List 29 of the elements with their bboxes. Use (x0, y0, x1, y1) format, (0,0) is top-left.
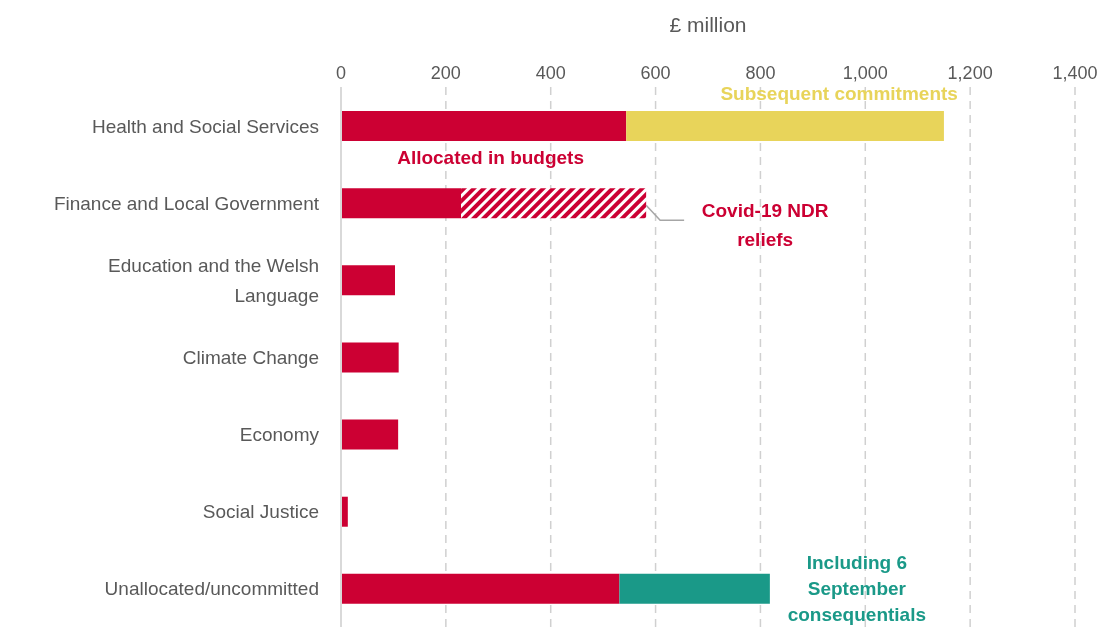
y-tick-label: Climate Change (182, 347, 319, 368)
x-tick-label: 400 (535, 63, 566, 83)
text: Covid-19 NDR reliefs (701, 200, 829, 251)
y-tick-label: Finance and Local Government (53, 192, 320, 214)
bar (341, 111, 627, 141)
x-tick-label: 1,200 (947, 63, 993, 83)
series-label: Allocated in budgets (397, 147, 585, 168)
bar (341, 419, 399, 450)
bar (619, 573, 770, 604)
x-tick-label: 200 (430, 63, 461, 83)
x-tick-label: 600 (640, 63, 671, 83)
y-tick-label: Health and Social Services (91, 115, 319, 137)
series-label: Including 6 September consequentials (787, 551, 927, 625)
x-tick-label: 1,000 (842, 63, 888, 83)
x-tick-label: 800 (745, 63, 776, 83)
y-tick-label: Economy (239, 424, 320, 446)
y-tick-label: Unallocated/uncommitted (104, 578, 319, 600)
bar (341, 573, 620, 604)
x-tick-label: 1,400 (1052, 63, 1098, 83)
y-tick-label: Social Justice (202, 501, 319, 523)
x-tick-label: 0 (335, 63, 347, 83)
bar (341, 342, 399, 373)
series-label: Subsequent commitments (720, 83, 958, 104)
bar (341, 265, 395, 296)
y-tick-label: Education and the Welsh Language (108, 254, 319, 306)
bar (626, 111, 944, 141)
bar (341, 188, 462, 219)
bar (461, 188, 647, 219)
x-axis-title: £ million (669, 12, 747, 36)
